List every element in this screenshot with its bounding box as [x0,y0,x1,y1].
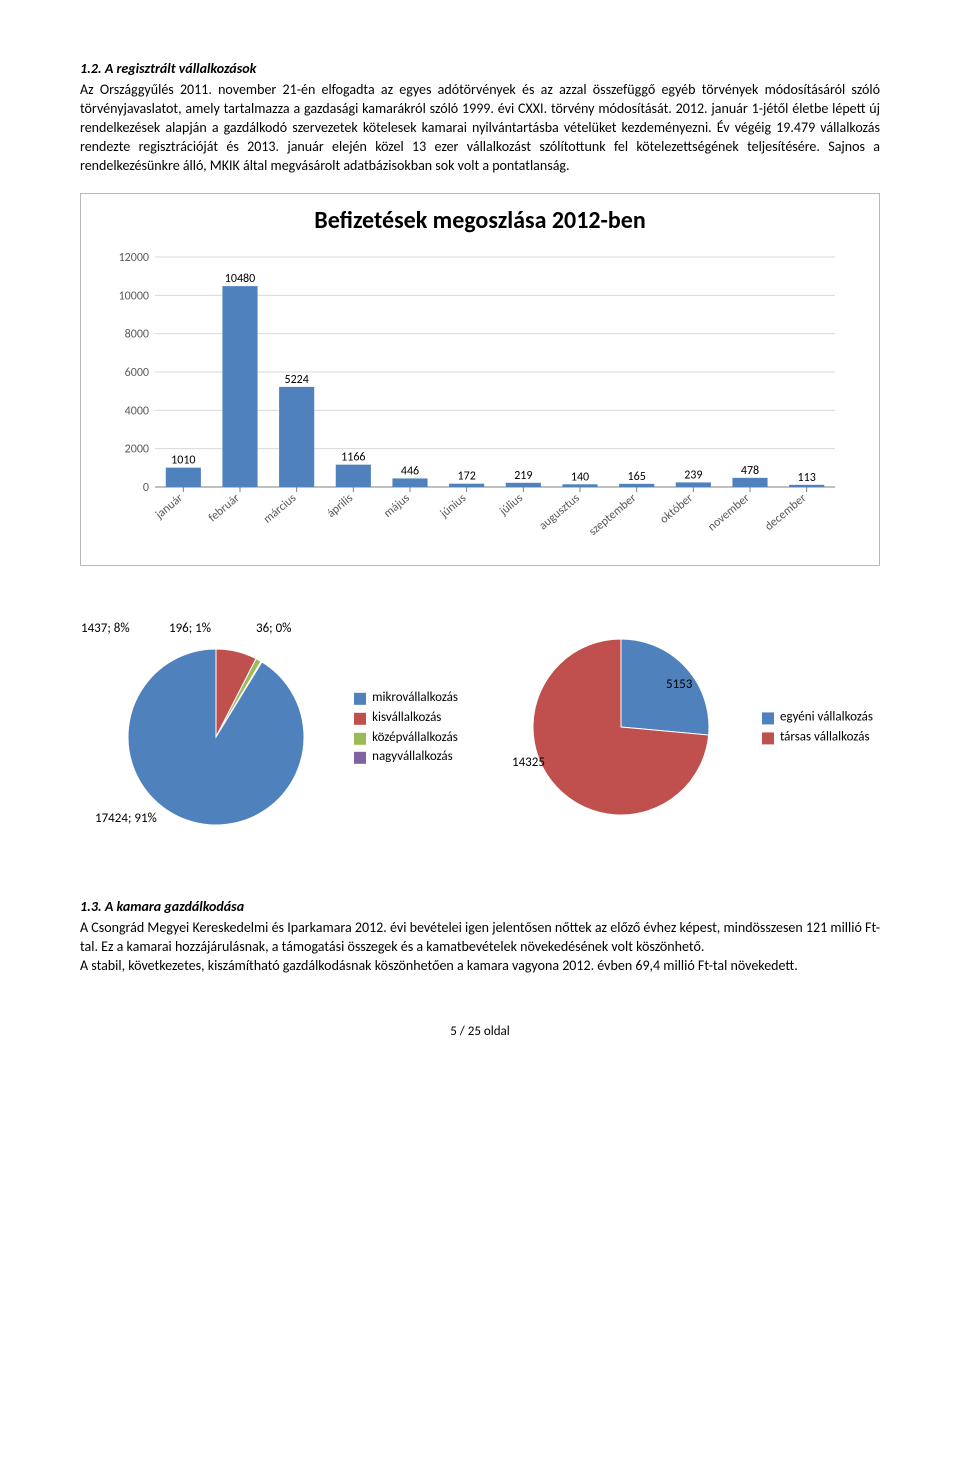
legend-swatch [762,732,774,744]
svg-text:május: május [381,492,413,522]
svg-text:172: 172 [458,470,476,484]
pie2-legend: egyéni vállalkozás társas vállalkozás [762,706,873,749]
svg-text:2000: 2000 [125,443,149,457]
pie2-label-0: 5153 [666,677,692,692]
svg-text:165: 165 [628,470,646,484]
svg-text:4000: 4000 [125,405,149,419]
svg-text:239: 239 [684,469,702,483]
legend-text: mikrovállalkozás [372,690,458,706]
pie2-svg [526,632,716,822]
svg-text:január: január [152,492,186,523]
pies-row: 1437; 8% 196; 1% 36; 0% 17424; 91% mikro… [80,596,880,858]
svg-text:478: 478 [741,464,759,478]
svg-text:1010: 1010 [171,454,195,468]
section-1-heading: 1.2. A regisztrált vállalkozások [80,60,880,77]
svg-text:február: február [206,492,243,526]
svg-text:219: 219 [514,469,532,483]
legend-item: mikrovállalkozás [354,690,458,706]
legend-text: kisvállalkozás [372,710,441,726]
pie1-panel: 1437; 8% 196; 1% 36; 0% 17424; 91% mikro… [80,596,465,858]
svg-text:8000: 8000 [125,328,149,342]
svg-text:1166: 1166 [341,451,365,465]
svg-text:6000: 6000 [125,366,149,380]
legend-text: nagyvállalkozás [372,749,453,765]
svg-text:10480: 10480 [225,273,255,287]
bar-chart-plot: 0 2000 4000 6000 8000 10000 12000 1010 január 104… [105,247,855,557]
svg-text:5224: 5224 [285,373,309,387]
pie2-label-1: 14325 [512,755,545,770]
legend-text: középvállalkozás [372,729,458,745]
svg-text:március: március [261,492,299,527]
pie1-label-0: 1437; 8% [81,621,130,636]
bar-chart-title: Befizetések megoszlása 2012-ben [105,206,855,235]
legend-item: társas vállalkozás [762,729,873,745]
pie1-label-2: 36; 0% [256,621,291,636]
legend-swatch [354,732,366,744]
svg-text:12000: 12000 [119,251,149,265]
svg-text:október: október [657,492,695,527]
svg-text:június: június [437,492,469,522]
legend-item: nagyvállalkozás [354,749,458,765]
legend-swatch [354,693,366,705]
pie1-label-3: 17424; 91% [95,811,157,826]
legend-swatch [354,713,366,725]
legend-item: kisvállalkozás [354,710,458,726]
pie1-label-1: 196; 1% [169,621,211,636]
svg-text:0: 0 [143,481,149,495]
bar-chart-svg: 0 2000 4000 6000 8000 10000 12000 1010 január 104… [105,247,845,557]
svg-text:szeptember: szeptember [586,492,639,539]
svg-text:446: 446 [401,465,419,479]
legend-swatch [762,713,774,725]
svg-text:november: november [705,492,752,535]
svg-text:július: július [496,492,526,520]
svg-text:113: 113 [798,471,816,485]
page-number: 5 / 25 oldal [80,1024,880,1039]
section-2-paragraph: A Csongrád Megyei Kereskedelmi és Iparka… [80,919,880,976]
svg-text:augusztus: augusztus [537,492,583,534]
svg-text:április: április [325,492,357,522]
section-1-paragraph: Az Országgyűlés 2011. november 21-én elf… [80,81,880,175]
svg-text:140: 140 [571,471,589,485]
legend-item: egyéni vállalkozás [762,710,873,726]
svg-text:december: december [762,492,809,534]
pie1-legend: mikrovállalkozás kisvállalkozás középvál… [354,686,458,768]
legend-text: társas vállalkozás [780,729,870,745]
legend-text: egyéni vállalkozás [780,710,873,726]
pie1-svg [121,642,311,832]
pie2-panel: 5153 14325 egyéni vállalkozás társas vál… [495,596,880,858]
section-2-heading: 1.3. A kamara gazdálkodása [80,898,880,915]
bar-chart-container: Befizetések megoszlása 2012-ben 0 2000 400… [80,193,880,566]
svg-text:10000: 10000 [119,290,149,304]
legend-item: középvállalkozás [354,729,458,745]
legend-swatch [354,752,366,764]
